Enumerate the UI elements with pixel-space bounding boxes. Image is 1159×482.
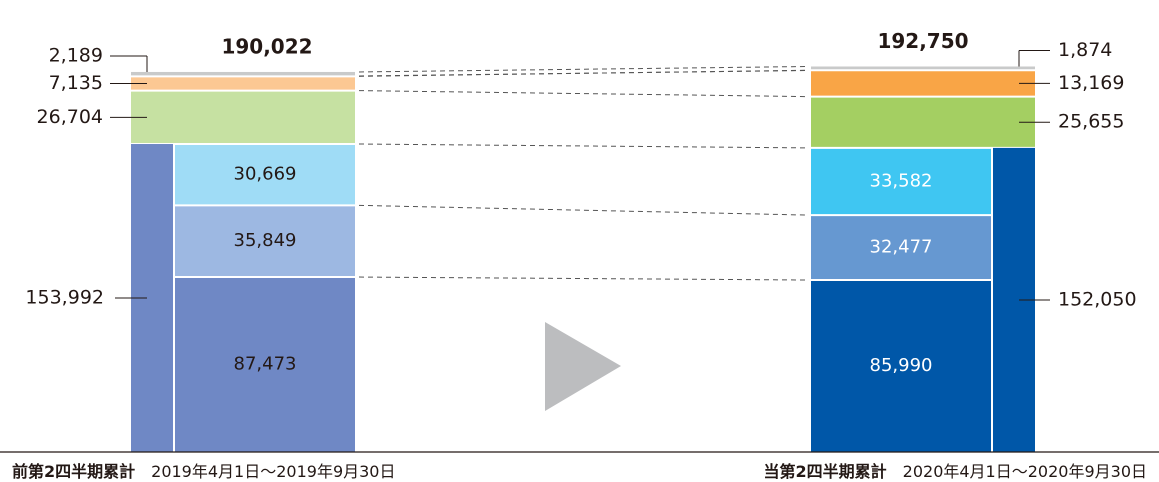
bar-segment-0-2 — [175, 144, 355, 206]
bar-segment-1-4 — [811, 70, 1035, 97]
bar-segment-1-1 — [811, 215, 991, 281]
bar-segment-1-3 — [811, 96, 1035, 148]
bar-segment-0-4 — [131, 76, 355, 91]
bar-segment-0-0 — [175, 277, 355, 452]
connector-line — [358, 143, 808, 149]
segment-value-label: 85,990 — [870, 355, 933, 376]
segment-value-label: 26,704 — [37, 106, 103, 128]
period-label-current: 当第2四半期累計 2020年4月1日～2020年9月30日 — [764, 458, 1147, 482]
segment-value-label: 1,874 — [1058, 39, 1112, 61]
period-label-previous: 前第2四半期累計 2019年4月1日～2019年9月30日 — [12, 458, 395, 482]
period-range-current: 2020年4月1日～2020年9月30日 — [902, 462, 1147, 481]
period-range-previous: 2019年4月1日～2019年9月30日 — [151, 462, 396, 481]
period-name-current: 当第2四半期累計 — [763, 462, 887, 481]
segment-value-label: 2,189 — [49, 44, 103, 66]
bar-segment-0-3 — [131, 90, 355, 145]
bar-segment-1-2 — [811, 147, 991, 216]
bar-segment-0-1 — [175, 205, 355, 278]
segment-value-label: 25,655 — [1058, 111, 1124, 133]
bar-segment-1-5 — [811, 66, 1035, 71]
subtotal-value-label: 152,050 — [1058, 288, 1137, 310]
connector-line — [358, 66, 808, 73]
connector-line — [358, 90, 808, 98]
segment-value-label: 30,669 — [234, 164, 297, 185]
bar-segment-0-5 — [131, 71, 355, 77]
total-value-label: 190,022 — [221, 34, 312, 58]
bar-segment-1-0 — [811, 280, 991, 452]
subtotal-value-label: 153,992 — [25, 287, 104, 309]
connector-line — [358, 276, 808, 281]
total-value-label: 192,750 — [877, 29, 968, 53]
connector-line — [358, 204, 808, 216]
segment-value-label: 7,135 — [49, 72, 103, 94]
segment-value-label: 35,849 — [234, 230, 297, 251]
segment-value-label: 32,477 — [870, 237, 933, 258]
play-arrow-icon — [545, 322, 621, 411]
segment-value-label: 33,582 — [870, 170, 933, 191]
period-name-previous: 前第2四半期累計 — [12, 462, 136, 481]
segment-value-label: 13,169 — [1058, 72, 1124, 94]
segment-value-label: 87,473 — [234, 354, 297, 375]
connector-line — [358, 70, 808, 77]
